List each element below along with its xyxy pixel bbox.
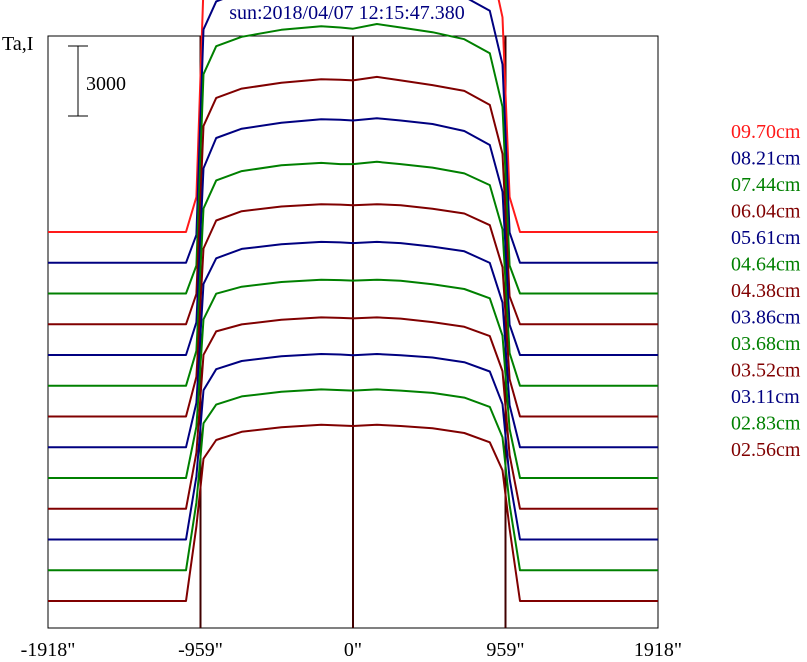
- y-axis-label: Ta,I: [2, 33, 33, 55]
- legend: 09.70cm 08.21cm 07.44cm 06.04cm 05.61cm 04.64…: [731, 121, 801, 461]
- series-line-02.83cm: [48, 388, 658, 572]
- scale-bar-label: 3000: [86, 73, 126, 95]
- series-line-03.11cm: [48, 353, 658, 541]
- legend-entry: 03.11cm: [731, 386, 800, 408]
- series-line-06.04cm: [48, 75, 658, 326]
- x-tick-label: -959": [178, 639, 223, 661]
- series-line-05.61cm: [48, 117, 658, 356]
- series-line-04.64cm: [48, 160, 658, 387]
- x-tick-label: -1918": [21, 639, 76, 661]
- legend-entry: 05.61cm: [731, 227, 801, 249]
- legend-entry: 03.52cm: [731, 360, 801, 382]
- legend-entry: 08.21cm: [731, 148, 801, 170]
- series-line-04.38cm: [48, 203, 658, 418]
- series-line-03.52cm: [48, 316, 658, 510]
- x-tick-label: 1918": [634, 639, 682, 661]
- vertical-reference-lines: [199, 36, 507, 628]
- series-layer: [48, 0, 658, 602]
- legend-entry: 09.70cm: [731, 121, 801, 143]
- legend-entry: 03.86cm: [731, 307, 801, 329]
- x-tick-label: 959": [486, 639, 524, 661]
- x-tick-label: 0": [344, 639, 362, 661]
- series-line-07.44cm: [48, 23, 658, 295]
- legend-entry: 04.64cm: [731, 254, 801, 276]
- legend-entry: 03.68cm: [731, 333, 801, 355]
- legend-entry: 02.83cm: [731, 413, 801, 435]
- legend-entry: 04.38cm: [731, 280, 801, 302]
- x-tick-labels: -1918" -959" 0" 959" 1918": [21, 639, 683, 661]
- series-line-09.70cm: [48, 0, 658, 233]
- series-line-03.68cm: [48, 278, 658, 479]
- series-line-02.56cm: [48, 423, 658, 602]
- series-line-08.21cm: [48, 0, 658, 264]
- legend-entry: 06.04cm: [731, 201, 801, 223]
- chart-title: sun:2018/04/07 12:15:47.380: [229, 2, 465, 24]
- series-line-03.86cm: [48, 240, 658, 449]
- legend-entry: 02.56cm: [731, 439, 801, 461]
- scale-bar: 3000: [68, 45, 126, 117]
- legend-entry: 07.44cm: [731, 174, 801, 196]
